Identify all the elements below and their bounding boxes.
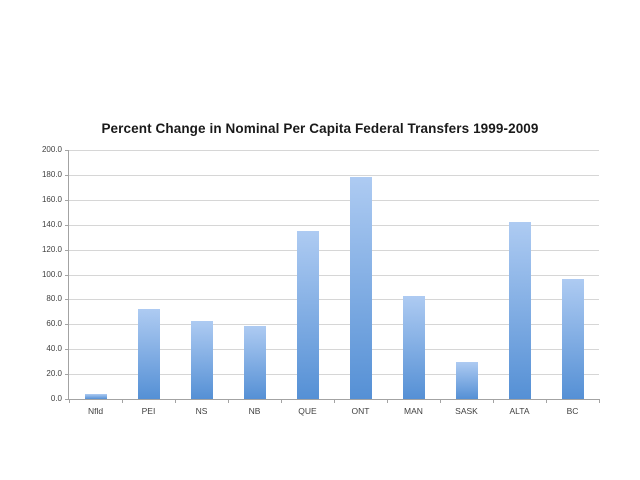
y-axis-tick bbox=[65, 199, 69, 201]
y-axis-tick bbox=[65, 299, 69, 301]
y-axis-tick bbox=[65, 399, 69, 400]
bar-sask bbox=[455, 361, 478, 399]
bar-pei bbox=[137, 309, 160, 399]
x-axis-tick-label: NB bbox=[248, 406, 261, 416]
y-axis-tick-label: 0.0 bbox=[50, 394, 62, 403]
bar-man bbox=[402, 295, 425, 399]
x-axis-tick bbox=[387, 399, 388, 403]
y-axis-tick-label: 160.0 bbox=[41, 194, 62, 204]
y-axis-tick bbox=[65, 374, 69, 376]
bar-que bbox=[296, 230, 319, 399]
y-axis-tick bbox=[65, 249, 69, 251]
bar-bc bbox=[561, 279, 584, 399]
x-axis-tick-label: QUE bbox=[298, 406, 317, 416]
x-axis-tick bbox=[122, 399, 123, 403]
bar-nfld bbox=[84, 394, 107, 399]
y-axis-tick-label: 80.0 bbox=[46, 294, 62, 304]
bar-ont bbox=[349, 177, 372, 399]
y-axis-tick-label: 140.0 bbox=[41, 219, 62, 229]
y-axis-tick-label: 20.0 bbox=[46, 369, 62, 379]
x-axis-tick bbox=[69, 399, 70, 403]
y-axis-tick bbox=[65, 349, 69, 351]
y-axis-tick-label: 40.0 bbox=[46, 344, 62, 354]
gridline bbox=[69, 374, 599, 376]
plot-area: 0.0 20.0 40.0 60.0 80.0 100.0 120.0 140.0 160.0 1… bbox=[42, 145, 600, 416]
x-axis-tick bbox=[440, 399, 441, 403]
bar-ns bbox=[190, 320, 213, 399]
x-axis-tick-label: ALTA bbox=[509, 406, 530, 416]
x-axis-tick-label: MAN bbox=[404, 406, 423, 416]
x-axis-tick-label: Nfld bbox=[87, 406, 104, 416]
gridline bbox=[69, 299, 599, 301]
gridline bbox=[69, 174, 599, 176]
gridline bbox=[69, 224, 599, 226]
x-axis-tick-label: SASK bbox=[455, 406, 478, 416]
chart-title: Percent Change in Nominal Per Capita Fed… bbox=[101, 121, 539, 136]
bar-alta bbox=[508, 222, 531, 399]
gridline bbox=[69, 150, 599, 151]
gridline bbox=[69, 249, 599, 251]
gridline bbox=[69, 349, 599, 351]
y-axis-tick bbox=[65, 224, 69, 226]
y-axis-tick-label: 60.0 bbox=[46, 319, 62, 329]
x-axis-tick bbox=[546, 399, 547, 403]
x-axis-tick-label: ONT bbox=[351, 406, 370, 416]
y-axis-tick-label: 180.0 bbox=[41, 169, 62, 179]
gridline bbox=[69, 274, 599, 276]
y-axis-tick bbox=[65, 150, 69, 151]
x-axis-tick-label: BC bbox=[566, 406, 579, 416]
x-axis-tick bbox=[228, 399, 229, 403]
x-axis-tick-label: PEI bbox=[141, 406, 156, 416]
y-axis-tick-label: 120.0 bbox=[41, 244, 62, 254]
y-axis-tick bbox=[65, 274, 69, 276]
y-axis-tick bbox=[65, 174, 69, 176]
x-axis-tick bbox=[493, 399, 494, 403]
gridline bbox=[69, 324, 599, 326]
x-axis-tick-label: NS bbox=[195, 406, 208, 416]
x-axis-tick bbox=[281, 399, 282, 403]
x-axis-tick bbox=[599, 399, 600, 403]
y-axis-tick-label: 200.0 bbox=[41, 145, 62, 154]
x-axis-tick bbox=[334, 399, 335, 403]
y-axis-tick-label: 100.0 bbox=[41, 269, 62, 279]
y-axis-tick bbox=[65, 324, 69, 326]
bar-nb bbox=[243, 325, 266, 399]
gridline bbox=[69, 199, 599, 201]
x-axis-tick bbox=[175, 399, 176, 403]
